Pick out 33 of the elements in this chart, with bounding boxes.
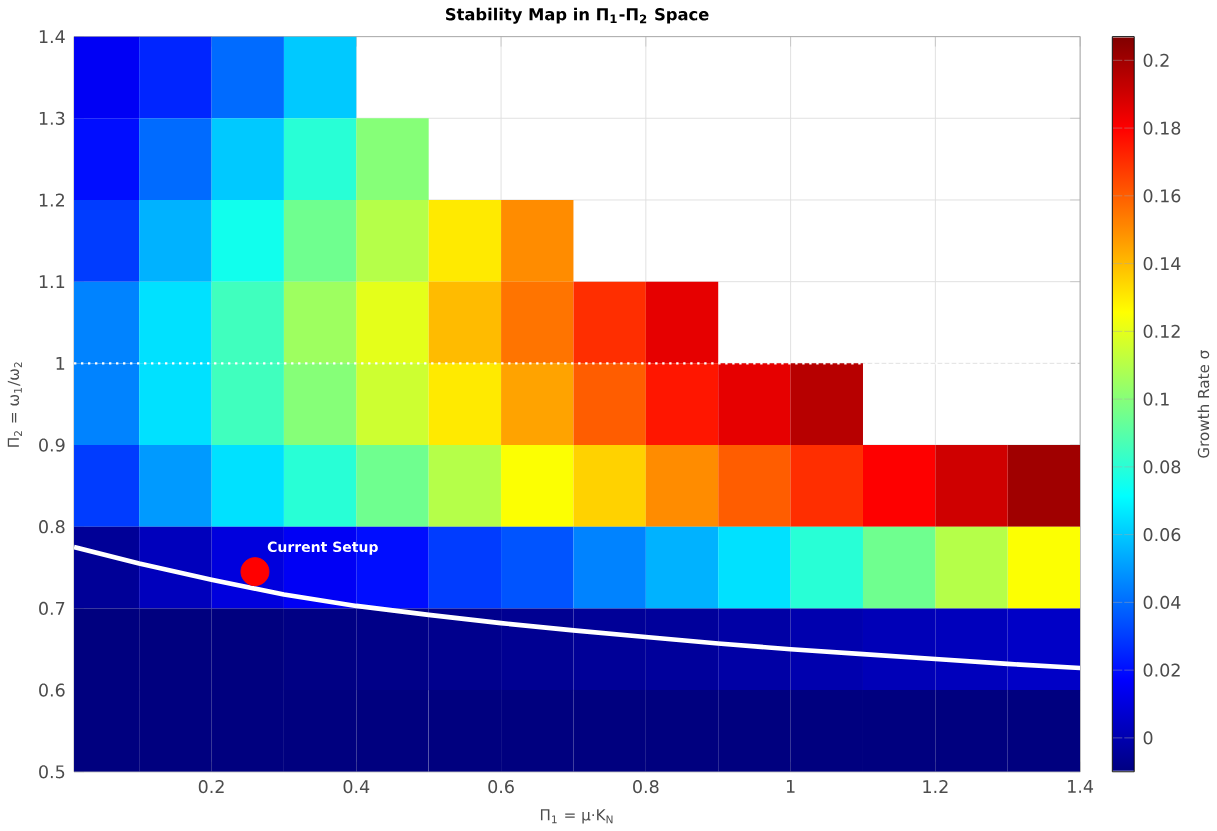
color-bar-label: 0.12 [1143, 324, 1180, 338]
y-tick-label: 1.1 [39, 275, 65, 288]
color-bar-label: 0.16 [1143, 189, 1181, 203]
color-bar-label: 0.02 [1143, 663, 1180, 677]
color-bar-label: 0.06 [1143, 527, 1181, 542]
y-tick-label: 0.8 [39, 519, 65, 534]
color-bar-label: 0.04 [1143, 595, 1181, 609]
color-bar-label: 0 [1143, 731, 1153, 745]
y-axis-title: Π$_{2}$ = ω$_{1}$/ω$_{2}$ [7, 362, 22, 447]
x-tick-label: 1.2 [923, 779, 948, 793]
x-tick-label: 0.6 [488, 779, 514, 794]
x-tick-label: 1.4 [1068, 779, 1094, 793]
x-tick-label: 0.4 [343, 779, 370, 794]
annotation: Current Setup [267, 541, 378, 555]
y-tick-label: 0.5 [39, 765, 65, 779]
color-bar-label: 0.18 [1143, 121, 1181, 135]
color-bar-label: 0.1 [1143, 392, 1169, 406]
color-bar-label: 0.2 [1143, 53, 1169, 67]
chart-title: Stability Map in Π$_{1}$-Π$_{2}$ Space [446, 7, 709, 24]
x-tick-label: 0.8 [633, 779, 659, 794]
x-axis-title: Π$_{1}$ = μ·K$_{N}$ [540, 809, 613, 824]
y-tick-label: 0.6 [39, 683, 65, 697]
y-tick-label: 0.9 [39, 438, 65, 452]
color-bar-label: 0.08 [1143, 460, 1181, 474]
x-tick-label: 1 [786, 779, 795, 793]
y-tick-label: 1 [56, 356, 65, 370]
y-tick-label: 1.3 [39, 111, 65, 125]
y-tick-label: 1.4 [39, 30, 65, 43]
y-tick-label: 0.7 [39, 601, 65, 615]
x-tick-label: 0.2 [198, 779, 224, 794]
color-bar-label: 0.14 [1143, 256, 1181, 271]
color-bar-title: Growth Rate σ [1197, 350, 1210, 458]
y-tick-label: 1.2 [39, 193, 64, 207]
